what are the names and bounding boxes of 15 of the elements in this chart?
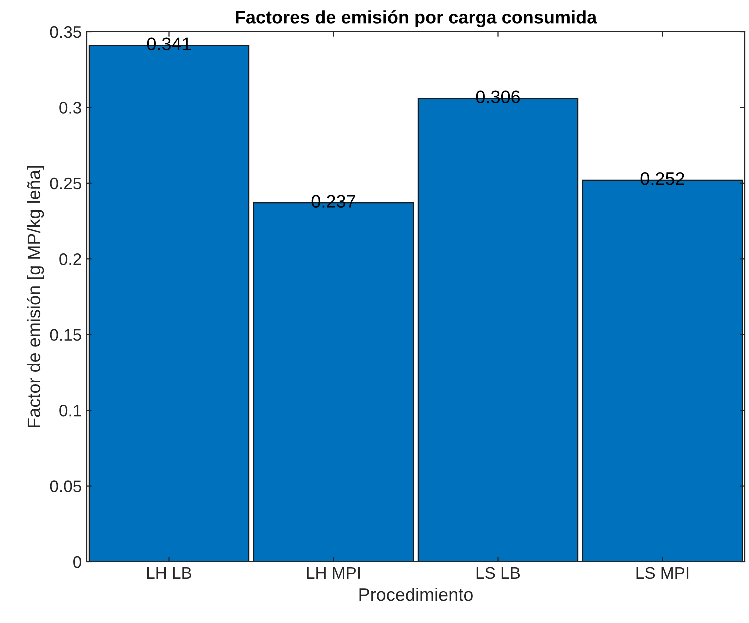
y-tick-label: 0.15	[50, 329, 82, 342]
x-axis-title: Procedimiento	[360, 588, 473, 602]
chart-title: Factores de emisión por carga consumida	[236, 10, 598, 28]
y-tick-label: 0.3	[60, 102, 82, 114]
x-tick-label: LS LB	[476, 567, 520, 580]
x-tick-label: LH MPI	[307, 567, 360, 579]
y-tick-label: 0.1	[60, 404, 82, 417]
y-tick-label: 0.35	[50, 26, 82, 38]
y-axis-title: Factor de emisión [g MP/kg leña]	[27, 166, 44, 428]
y-tick-label: 0.05	[50, 480, 82, 492]
x-tick-label: LH LB	[147, 567, 192, 579]
y-tick-label: 0.2	[60, 254, 82, 266]
x-tick-label: LS MPI	[636, 567, 689, 580]
y-tick-label: 0.25	[50, 178, 82, 190]
y-tick-label: 0	[74, 556, 82, 568]
